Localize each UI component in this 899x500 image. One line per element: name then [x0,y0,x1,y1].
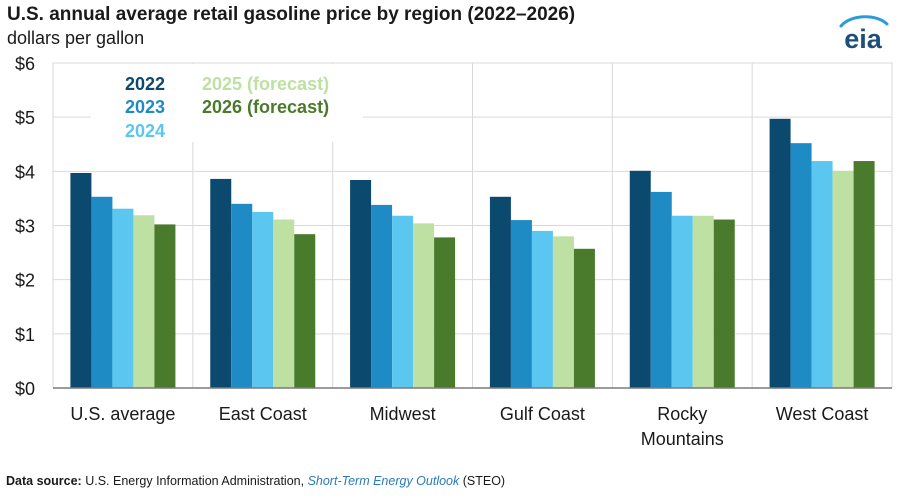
chart-title: U.S. annual average retail gasoline pric… [7,4,576,25]
bar-2025 [133,215,155,388]
bar-2022 [489,196,511,388]
category-label: Midwest [370,404,436,424]
bar-2023 [231,203,253,388]
bar-2026 [573,248,595,388]
bar-2024 [811,161,833,388]
source-text: U.S. Energy Information Administration, [85,474,305,488]
y-tick-label: $4 [15,162,35,182]
bar-2026 [853,161,875,388]
bar-2023 [371,204,393,388]
bar-2026 [434,237,456,388]
source-suffix: (STEO) [462,474,506,488]
bar-2022 [769,118,791,389]
legend-entry: 2026 (forecast) [202,97,329,117]
legend-entry: 2025 (forecast) [202,74,329,94]
svg-text:eia: eia [844,24,883,52]
category-label: Mountains [641,429,724,449]
source-label: Data source: [6,474,82,488]
category-label: U.S. average [70,404,175,424]
bar-2023 [790,143,812,388]
bar-2026 [154,224,176,388]
category-label: Rocky [657,404,707,424]
bar-2023 [650,191,672,388]
y-tick-label: $3 [15,217,35,237]
legend-entry: 2023 [125,97,165,117]
y-tick-label: $0 [15,379,35,399]
bar-2022 [629,170,651,388]
bar-2024 [671,215,693,388]
bar-2025 [692,215,714,388]
bar-2022 [210,178,232,388]
eia-logo: eia [839,15,889,52]
bar-2026 [294,234,316,388]
chart-subtitle: dollars per gallon [7,28,145,48]
y-tick-label: $1 [15,325,35,345]
legend-entry: 2022 [125,74,165,94]
bar-2024 [531,230,553,388]
source-link[interactable]: Short-Term Energy Outlook [307,474,460,488]
bar-2024 [392,215,414,388]
bar-2024 [252,211,274,388]
category-label: West Coast [776,404,869,424]
bar-2022 [350,180,372,388]
category-label: East Coast [219,404,307,424]
bar-2026 [713,219,735,388]
y-tick-label: $6 [15,54,35,74]
bar-2025 [273,219,295,388]
data-source-note: Data source: U.S. Energy Information Adm… [6,474,505,488]
legend-entry: 2024 [125,121,165,141]
y-tick-label: $5 [15,108,35,128]
bar-2025 [832,170,854,388]
bar-2023 [91,196,113,388]
legend-box [91,64,363,142]
category-label: Gulf Coast [500,404,585,424]
bar-2022 [70,172,92,388]
bar-2025 [413,223,435,388]
bar-2024 [112,208,134,388]
bar-chart: $0 $1 $2 $3 $4 $5 $6 U.S. average East Coast Midw… [15,54,893,449]
y-tick-label: $2 [15,271,35,291]
bar-2025 [552,236,574,388]
bar-2023 [510,220,532,388]
